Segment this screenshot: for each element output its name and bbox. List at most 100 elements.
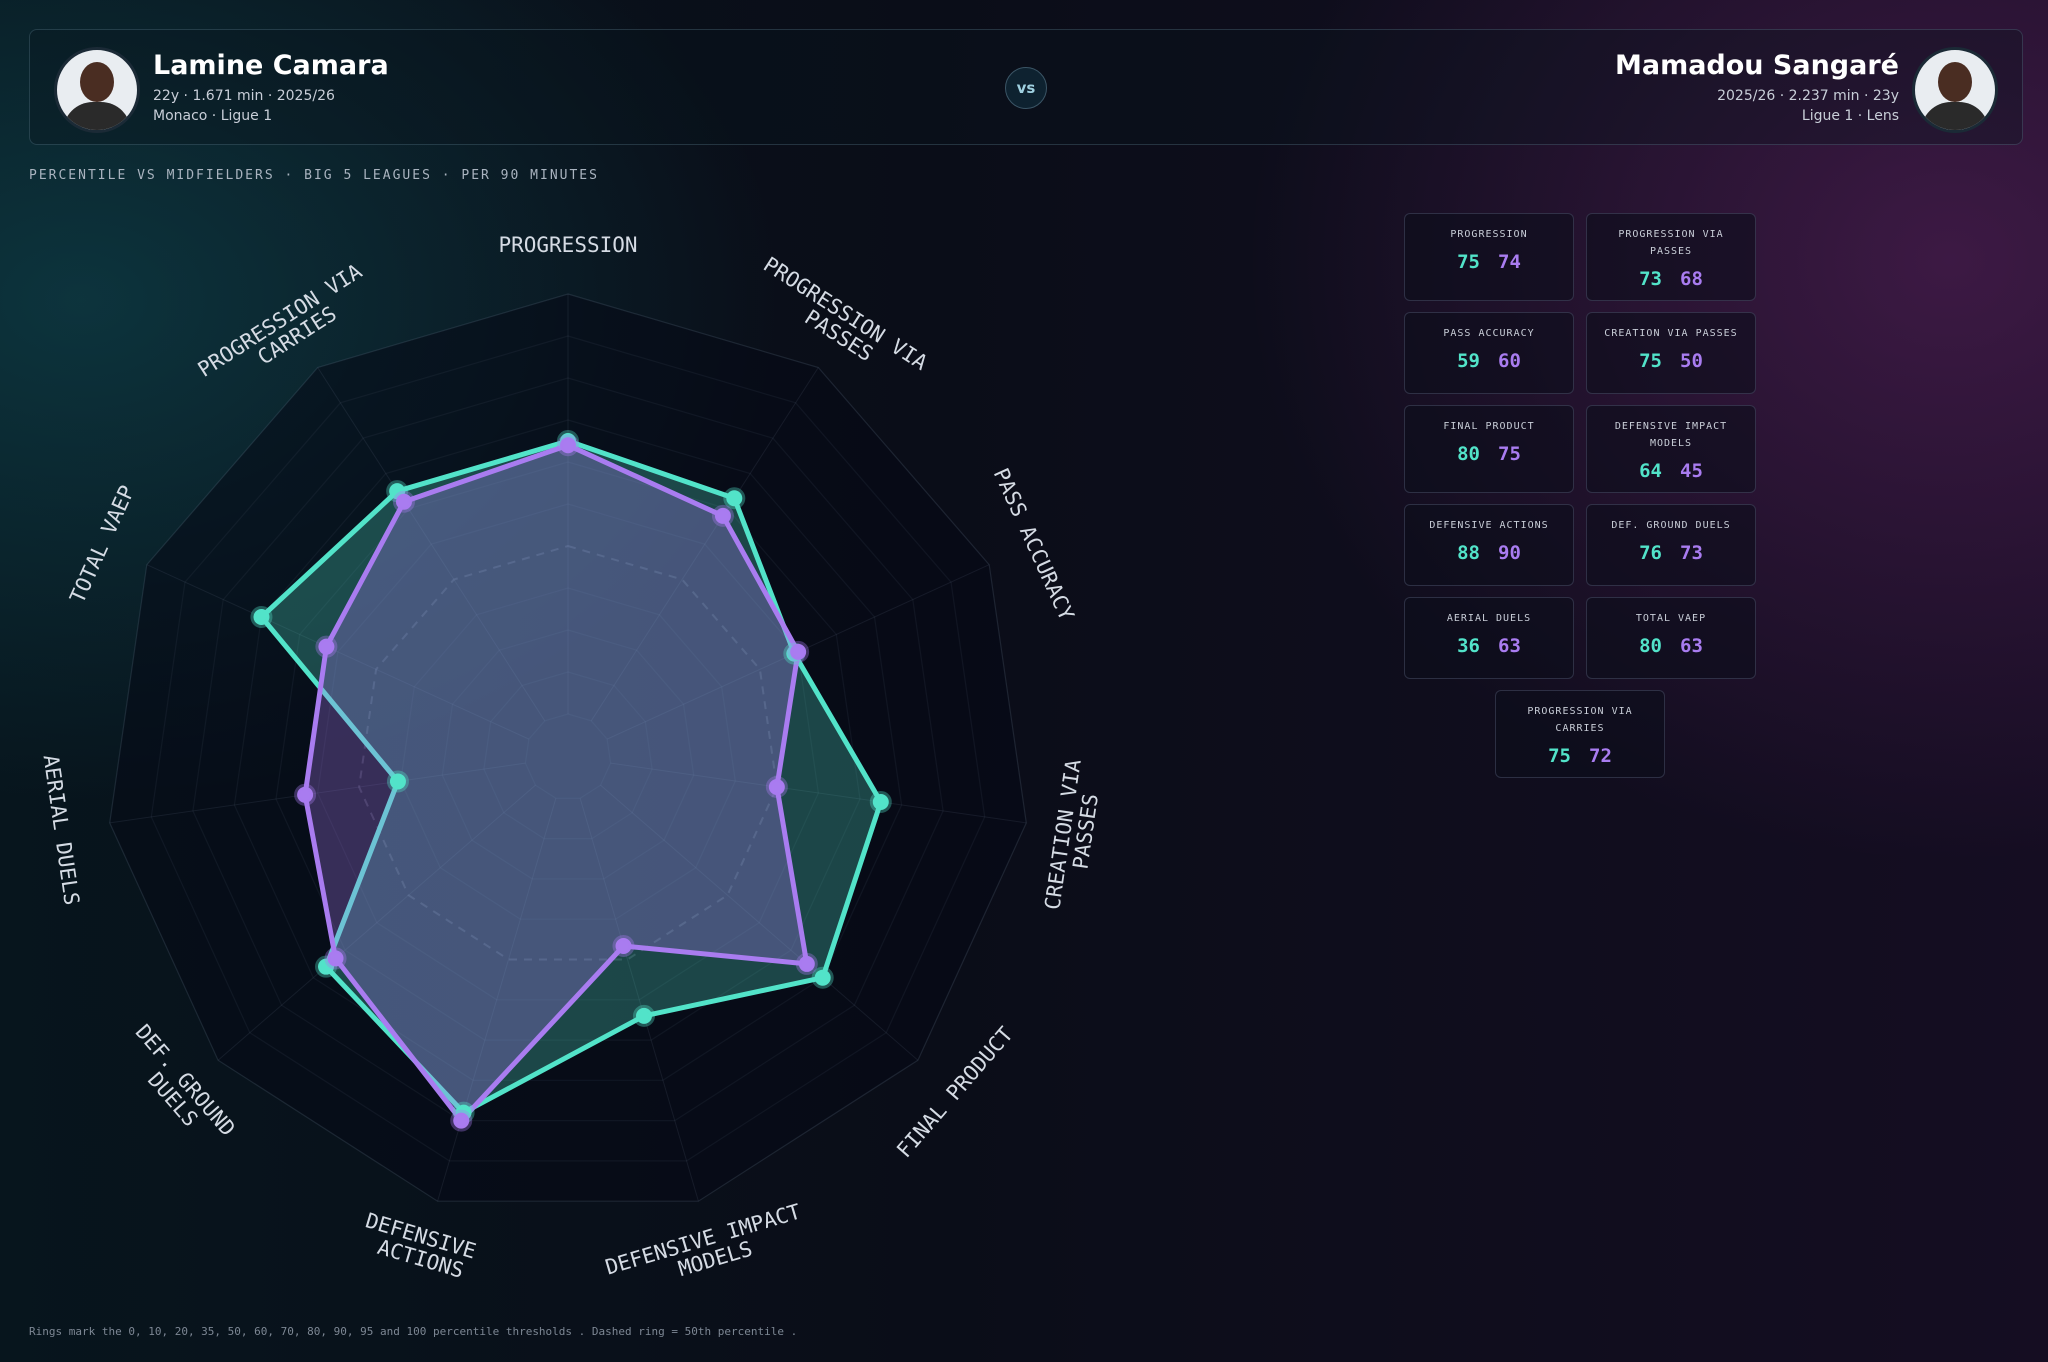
data-point: [294, 783, 317, 806]
subtitle: PERCENTILE VS MIDFIELDERS · BIG 5 LEAGUE…: [29, 168, 599, 183]
stat-card: TOTAL VAEP 80 63: [1586, 597, 1756, 679]
stat-card: DEFENSIVE IMPACT MODELS 64 45: [1586, 405, 1756, 493]
stat-value: 90: [1498, 542, 1521, 564]
data-point: [324, 947, 347, 970]
spoke: [437, 798, 557, 1202]
data-point: [386, 770, 409, 793]
spoke: [109, 762, 526, 824]
stat-value: 60: [1498, 350, 1521, 372]
spoke: [590, 367, 819, 722]
stat-card: AERIAL DUELS 36 63: [1404, 597, 1574, 679]
stat-values: 80 63: [1595, 635, 1747, 657]
stat-value: 75: [1457, 251, 1480, 273]
stat-values: 76 73: [1595, 542, 1747, 564]
spoke: [217, 784, 536, 1061]
data-point: [633, 1004, 656, 1027]
player-meta: 2025/26 · 2.237 min · 23y: [1717, 88, 1899, 104]
stat-value: 63: [1680, 635, 1703, 657]
data-point: [450, 1109, 473, 1132]
axis-label: DEFENSIVE IMPACT MODELS: [603, 1196, 822, 1301]
stat-value: 50: [1680, 350, 1703, 372]
stat-label: PROGRESSION VIA PASSES: [1618, 229, 1724, 257]
stat-value: 73: [1680, 542, 1703, 564]
stat-value: 73: [1639, 268, 1662, 290]
spoke: [317, 367, 546, 722]
stat-value: 59: [1457, 350, 1480, 372]
player-club: Monaco · Ligue 1: [153, 108, 273, 124]
series-area: [302, 442, 810, 1124]
player-name: Lamine Camara: [153, 50, 389, 81]
stat-value: 63: [1498, 635, 1521, 657]
data-point: [711, 504, 734, 527]
spoke: [146, 564, 530, 740]
stat-values: 75 72: [1504, 745, 1656, 767]
stat-label: FINAL PRODUCT: [1443, 421, 1535, 432]
stat-values: 36 63: [1413, 635, 1565, 657]
stat-card: FINAL PRODUCT 80 75: [1404, 405, 1574, 493]
data-point: [795, 952, 818, 975]
player-club: Ligue 1 · Lens: [1801, 108, 1899, 124]
data-point: [392, 490, 415, 513]
stat-label: PROGRESSION VIA CARRIES: [1527, 706, 1633, 734]
stat-label: DEFENSIVE IMPACT MODELS: [1614, 421, 1728, 449]
stat-value: 80: [1639, 635, 1662, 657]
stat-card: CREATION VIA PASSES 75 50: [1586, 312, 1756, 394]
data-point: [811, 966, 834, 989]
stat-value: 64: [1639, 460, 1662, 482]
stat-cards: PROGRESSION 75 74 PROGRESSION VIA PASSES 73 6…: [1404, 213, 1756, 778]
data-point: [869, 790, 892, 813]
stat-value: 74: [1498, 251, 1521, 273]
data-point: [557, 434, 579, 457]
data-point: [787, 640, 810, 663]
stat-card: PASS ACCURACY 59 60: [1404, 312, 1574, 394]
stat-card: DEFENSIVE ACTIONS 88 90: [1404, 504, 1574, 586]
stat-values: 73 68: [1595, 268, 1747, 290]
data-point: [315, 635, 338, 658]
stat-card: DEF. GROUND DUELS 76 73: [1586, 504, 1756, 586]
stat-label: AERIAL DUELS: [1446, 613, 1532, 624]
stat-card: PROGRESSION VIA PASSES 73 68: [1586, 213, 1756, 301]
stat-card: PROGRESSION VIA CARRIES 75 72: [1495, 690, 1665, 778]
stat-label: DEFENSIVE ACTIONS: [1429, 520, 1549, 531]
stat-value: 36: [1457, 635, 1480, 657]
stat-label: PROGRESSION: [1450, 229, 1528, 240]
stat-card: PROGRESSION 75 74: [1404, 213, 1574, 301]
stat-values: 80 75: [1413, 443, 1565, 465]
data-point: [765, 776, 788, 799]
axis-label: PASS ACCURACY: [989, 465, 1079, 625]
axis-label: DEFENSIVE ACTIONS: [357, 1208, 491, 1288]
stat-values: 59 60: [1413, 350, 1565, 372]
stat-values: 64 45: [1595, 460, 1747, 482]
stat-value: 72: [1589, 745, 1612, 767]
avatar-left: [54, 47, 140, 133]
axis-label: AERIAL DUELS: [39, 753, 84, 907]
footnote: Rings mark the 0, 10, 20, 35, 50, 60, 70…: [29, 1325, 798, 1338]
header: Lamine Camara 22y · 1.671 min · 2025/26 …: [29, 29, 2023, 145]
player-meta: 22y · 1.671 min · 2025/26: [153, 88, 335, 104]
stat-values: 75 74: [1413, 251, 1565, 273]
stat-value: 76: [1639, 542, 1662, 564]
stat-value: 88: [1457, 542, 1480, 564]
grid-ring: [109, 293, 1027, 1202]
stat-value: 45: [1680, 460, 1703, 482]
axis-label: PROGRESSION: [498, 233, 637, 257]
stat-values: 75 50: [1595, 350, 1747, 372]
spoke: [600, 784, 919, 1061]
stat-label: PASS ACCURACY: [1443, 328, 1535, 339]
stat-value: 75: [1498, 443, 1521, 465]
stat-label: TOTAL VAEP: [1635, 613, 1707, 624]
axis-label: CREATION VIA PASSES: [1040, 745, 1109, 914]
data-point: [723, 487, 746, 510]
axis-label: TOTAL VAEP: [65, 482, 139, 607]
avatar-right: [1912, 47, 1998, 133]
stat-value: 75: [1548, 745, 1571, 767]
stat-label: DEF. GROUND DUELS: [1611, 520, 1731, 531]
stat-value: 68: [1680, 268, 1703, 290]
stat-values: 88 90: [1413, 542, 1565, 564]
player-name: Mamadou Sangaré: [1614, 50, 1899, 81]
data-point: [250, 606, 273, 629]
spoke: [610, 762, 1027, 824]
stat-label: CREATION VIA PASSES: [1604, 328, 1738, 339]
